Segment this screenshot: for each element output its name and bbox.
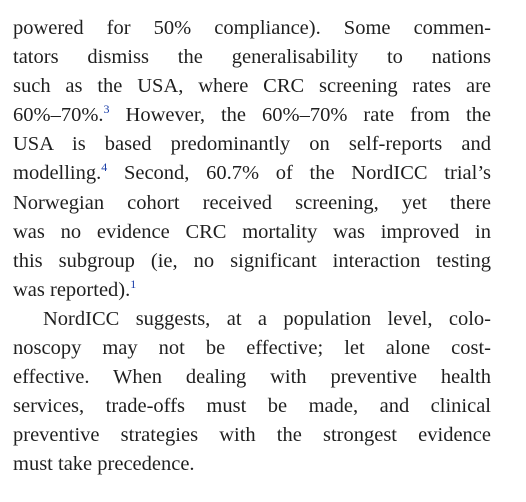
text-line: services, trade-offs must be made, and c…	[13, 395, 491, 418]
reference-link-3[interactable]: 3	[103, 102, 110, 117]
paragraph-2: NordICC suggests, at a population level,…	[13, 305, 491, 480]
text-line: tators dismiss the generalisability to n…	[13, 46, 491, 69]
text-line: was no evidence CRC mortality was improv…	[13, 220, 491, 243]
text-line: such as the USA, where CRC screening rat…	[13, 75, 491, 98]
text-line: Norwegian cohort received screening, yet…	[13, 191, 491, 214]
text-line: 60%–70%.3 However, the 60%–70% rate from…	[13, 102, 491, 127]
text-line: NordICC suggests, at a population level,…	[43, 307, 491, 330]
text-line: noscopy may not be effective; let alone …	[13, 337, 491, 360]
text-line: this subgroup (ie, no significant intera…	[13, 249, 491, 272]
text-line: USA is based predominantly on self-repor…	[13, 133, 491, 156]
paragraph-1: powered for 50% compliance). Some commen…	[13, 14, 491, 305]
text-line: modelling.4 Second, 60.7% of the NordICC…	[13, 160, 491, 185]
reference-link-4[interactable]: 4	[101, 160, 108, 175]
text-line: must take precedence.	[13, 453, 195, 476]
text-line: powered for 50% compliance). Some commen…	[13, 17, 491, 39]
text-line: effective. When dealing with preventive …	[13, 366, 491, 389]
article-text: powered for 50% compliance). Some commen…	[13, 14, 491, 480]
reference-link-1[interactable]: 1	[130, 277, 137, 292]
text-line: preventive strategies with the strongest…	[13, 424, 491, 447]
text-line: was reported).1	[13, 277, 137, 301]
